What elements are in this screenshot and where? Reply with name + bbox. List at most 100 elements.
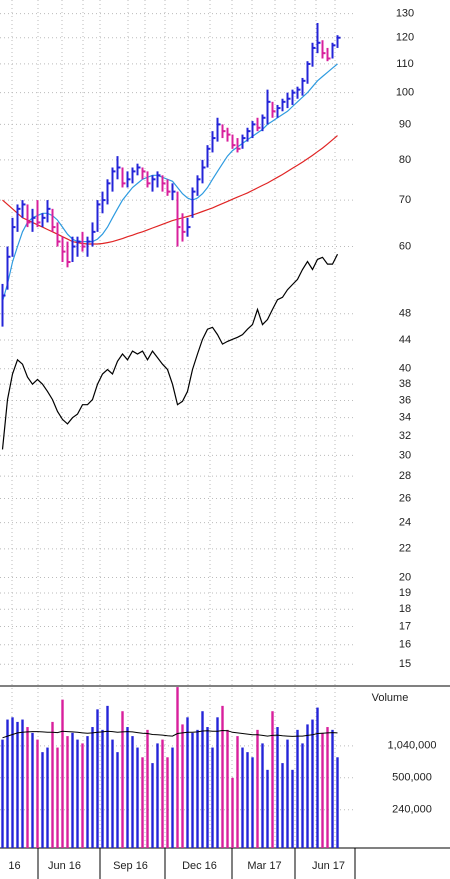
volume-bar [196,729,199,848]
volume-bar [191,732,194,848]
y-tick-label: 22 [399,543,411,555]
line-2 [1,253,339,450]
volume-bar [51,721,54,848]
y-tick-label: 36 [399,394,411,406]
y-tick-label: 34 [399,412,411,424]
volume-bar [76,739,79,848]
volume-bar [301,743,304,848]
volume-bar [291,769,294,848]
volume-bar [271,711,274,848]
volume-bar [161,739,164,848]
volume-bar [146,729,149,848]
y-tick-label: 70 [399,194,411,206]
volume-bar [71,732,74,848]
volume-bar [6,719,9,848]
volume-bar [286,739,289,848]
volume-bar [96,709,99,848]
volume-bar [281,763,284,848]
volume-bar [86,736,89,848]
volume-title: Volume [372,692,409,704]
volume-bar [221,705,224,848]
volume-bar [56,747,59,848]
volume-bar [126,727,129,848]
y-tick-label: 17 [399,620,411,632]
volume-bar [276,727,279,848]
x-tick-label: Jun 17 [312,860,345,872]
volume-bar [326,727,329,848]
volume-bar [261,743,264,848]
y-tick-label: 120 [396,32,414,44]
volume-bar [21,719,24,848]
volume-bar [41,752,44,848]
volume-bar [206,727,209,848]
volume-bar [1,739,4,848]
volume-bar [61,699,64,848]
y-tick-label: 28 [399,470,411,482]
volume-bar [66,736,69,848]
volume-bar [16,721,19,848]
volume-tick-label: 1,040,000 [388,740,437,752]
y-tick-label: 24 [399,517,411,529]
x-tick-label: Sep 16 [113,860,148,872]
y-tick-label: 19 [399,587,411,599]
y-tick-label: 60 [399,240,411,252]
volume-bar [81,743,84,848]
volume-bar [266,769,269,848]
volume-bar [251,757,254,848]
volume-bar [176,687,179,848]
volume-bar [256,729,259,848]
volume-bar [201,711,204,848]
x-tick-label: Jun 16 [48,860,81,872]
volume-bar [236,736,239,848]
volume-ma-line [2,729,338,739]
y-tick-label: 40 [399,363,411,375]
volume-bar [181,724,184,848]
x-axis-separators [37,848,356,879]
y-tick-label: 30 [399,449,411,461]
volume-bar [91,727,94,848]
volume-bar [316,707,319,848]
volume-bar [171,747,174,848]
volume-bar [166,757,169,848]
volume-tick-label: 500,000 [392,772,432,784]
volume-bar [246,752,249,848]
x-tick-label: 16 [8,860,20,872]
volume-bar [321,732,324,848]
volume-bar [151,763,154,848]
volume-bar [186,717,189,848]
y-tick-label: 90 [399,118,411,130]
x-tick-label: Dec 16 [182,860,217,872]
volume-bar [46,747,49,848]
volume-bar [336,757,339,848]
y-tick-label: 80 [399,154,411,166]
volume-bar [156,743,159,848]
volume-tick-label: 240,000 [392,804,432,816]
volume-bar [211,747,214,848]
y-tick-label: 100 [396,87,414,99]
volume-bar [101,729,104,848]
y-tick-label: 32 [399,430,411,442]
volume-bar [121,711,124,848]
volume-bar [116,752,119,848]
y-tick-label: 16 [399,639,411,651]
volume-bar [231,777,234,848]
y-tick-label: 110 [396,58,414,70]
volume-bar [226,729,229,848]
volume-bar [111,739,114,848]
line-0 [1,63,338,302]
x-tick-label: Mar 17 [247,860,281,872]
volume-bar [296,729,299,848]
y-tick-label: 26 [399,492,411,504]
volume-bar [241,747,244,848]
volume-bar [31,732,34,848]
volume-bar [141,757,144,848]
y-tick-label: 44 [399,334,411,346]
volume-bar [26,727,29,848]
volume-bar [131,736,134,848]
volume-bar [136,747,139,848]
y-tick-label: 130 [396,8,414,20]
volume-bar [216,717,219,848]
y-tick-label: 15 [399,658,411,670]
